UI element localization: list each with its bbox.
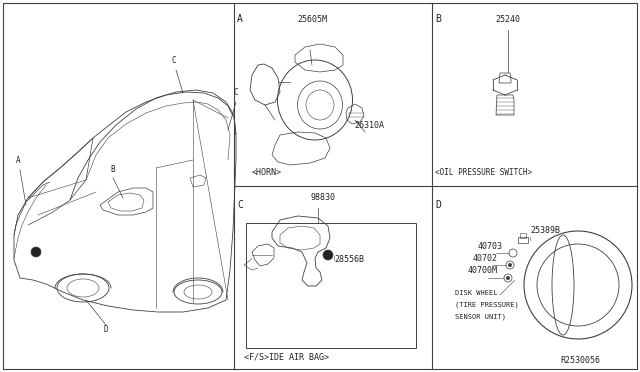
Text: A: A — [16, 156, 20, 165]
Circle shape — [31, 247, 41, 257]
Text: 40703: 40703 — [478, 242, 503, 251]
Bar — [518, 237, 528, 243]
Bar — [520, 233, 526, 238]
Text: DISK WHEEL: DISK WHEEL — [455, 290, 497, 296]
Text: <OIL PRESSURE SWITCH>: <OIL PRESSURE SWITCH> — [435, 168, 532, 177]
Text: 40702: 40702 — [473, 254, 498, 263]
Circle shape — [506, 276, 510, 280]
Text: 40700M: 40700M — [468, 266, 498, 275]
Text: C: C — [237, 200, 243, 210]
Text: C: C — [172, 56, 177, 65]
Text: <HORN>: <HORN> — [252, 168, 282, 177]
Text: D: D — [435, 200, 441, 210]
Text: 26310A: 26310A — [354, 121, 384, 130]
Text: D: D — [103, 325, 108, 334]
Text: R2530056: R2530056 — [560, 356, 600, 365]
Text: B: B — [435, 14, 441, 24]
Text: 25605M: 25605M — [297, 15, 327, 24]
Text: SENSOR UNIT): SENSOR UNIT) — [455, 313, 506, 320]
Text: 25240: 25240 — [495, 15, 520, 24]
Text: C: C — [234, 88, 239, 97]
Text: 25389B: 25389B — [530, 226, 560, 235]
Bar — [246, 223, 416, 348]
Text: 28556B: 28556B — [334, 255, 364, 264]
Text: (TIRE PRESSURE): (TIRE PRESSURE) — [455, 302, 519, 308]
Text: B: B — [110, 165, 115, 174]
Text: <F/S>IDE AIR BAG>: <F/S>IDE AIR BAG> — [244, 353, 329, 362]
Text: A: A — [237, 14, 243, 24]
Circle shape — [508, 263, 512, 267]
Circle shape — [323, 250, 333, 260]
Text: 98830: 98830 — [310, 193, 335, 202]
